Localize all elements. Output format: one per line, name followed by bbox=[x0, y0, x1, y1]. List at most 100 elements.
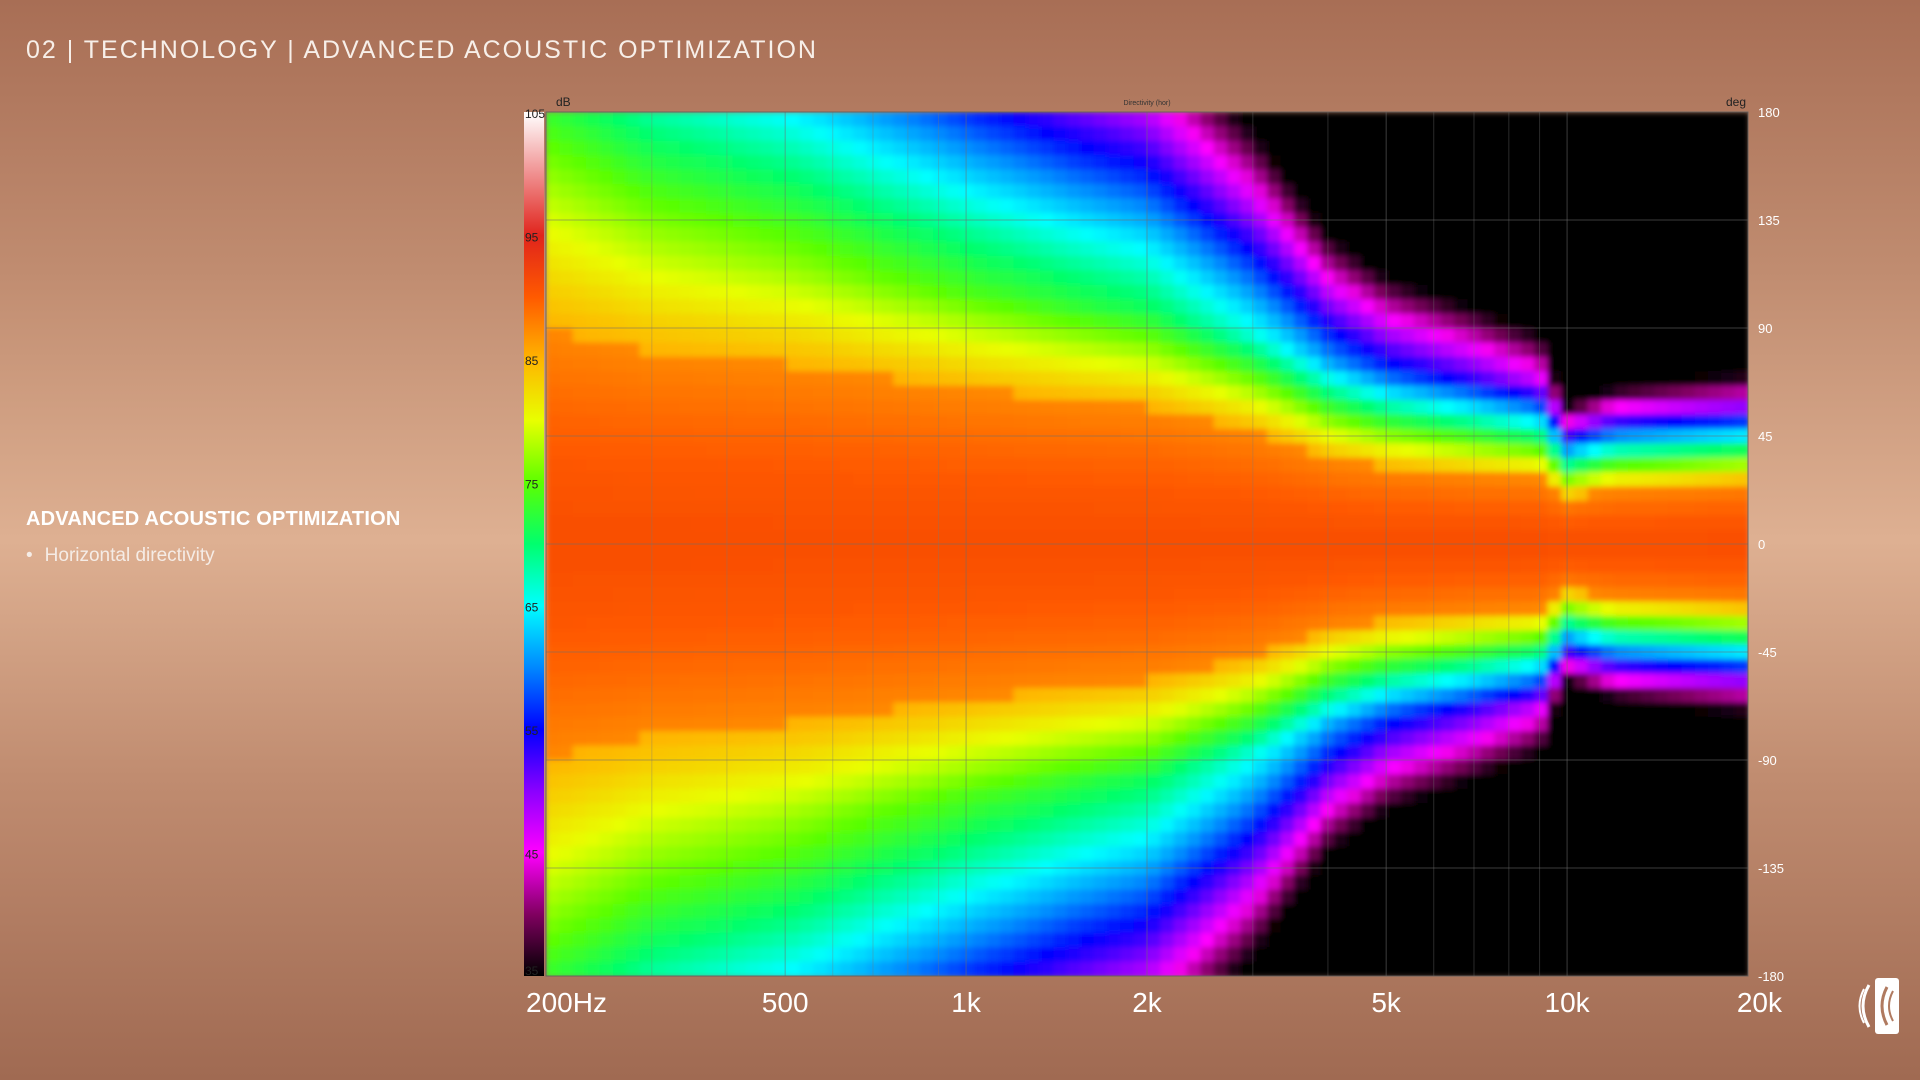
heatmap-cell bbox=[1387, 486, 1403, 503]
heatmap-cell bbox=[1053, 443, 1069, 460]
heatmap-cell bbox=[1147, 486, 1162, 503]
heatmap-cell bbox=[826, 256, 842, 272]
heatmap-cell bbox=[1427, 184, 1443, 200]
heatmap-cell bbox=[572, 630, 588, 647]
heatmap-cell bbox=[666, 904, 682, 920]
heatmap-cell bbox=[679, 472, 695, 488]
heatmap-cell bbox=[1587, 846, 1603, 863]
heatmap-cell bbox=[586, 284, 601, 301]
heatmap-cell bbox=[906, 313, 922, 330]
heatmap-cell bbox=[586, 140, 601, 157]
heatmap-cell bbox=[626, 846, 641, 863]
heatmap-cell bbox=[1200, 140, 1216, 157]
heatmap-cell bbox=[599, 227, 615, 244]
heatmap-cell bbox=[1093, 126, 1109, 143]
heatmap-cell bbox=[1507, 270, 1523, 287]
heatmap-cell bbox=[973, 745, 989, 762]
heatmap-cell bbox=[1454, 745, 1470, 762]
heatmap-cell bbox=[706, 702, 722, 719]
heatmap-cell bbox=[919, 731, 935, 748]
heatmap-cell bbox=[799, 328, 815, 344]
heatmap-cell bbox=[839, 803, 855, 820]
heatmap-cell bbox=[1641, 817, 1657, 834]
heatmap-cell bbox=[1614, 155, 1630, 172]
heatmap-cell bbox=[1147, 529, 1162, 546]
heatmap-cell bbox=[1347, 875, 1363, 892]
heatmap-cell bbox=[853, 832, 869, 848]
heatmap-cell bbox=[1427, 155, 1443, 172]
heatmap-cell bbox=[1520, 702, 1536, 719]
heatmap-cell bbox=[1374, 299, 1389, 316]
heatmap-cell bbox=[933, 472, 949, 488]
heatmap-cell bbox=[1601, 904, 1616, 920]
heatmap-cell bbox=[1360, 443, 1376, 460]
heatmap-cell bbox=[732, 212, 748, 229]
heatmap-cell bbox=[906, 688, 922, 704]
heatmap-cell bbox=[1320, 529, 1336, 546]
heatmap-cell bbox=[652, 846, 668, 863]
heatmap-cell bbox=[1520, 774, 1536, 791]
heatmap-cell bbox=[1387, 587, 1403, 604]
heatmap-cell bbox=[612, 716, 628, 733]
heatmap-cell bbox=[1040, 558, 1056, 575]
heatmap-cell bbox=[1360, 702, 1376, 719]
heatmap-cell bbox=[746, 788, 762, 805]
heatmap-cell bbox=[1400, 428, 1416, 445]
heatmap-cell bbox=[1320, 270, 1336, 287]
heatmap-cell bbox=[1080, 817, 1096, 834]
heatmap-cell bbox=[1147, 256, 1162, 272]
heatmap-cell bbox=[1547, 817, 1563, 834]
heatmap-cell bbox=[666, 529, 682, 546]
heatmap-cell bbox=[866, 558, 882, 575]
heatmap-cell bbox=[1601, 184, 1616, 200]
heatmap-cell bbox=[1173, 270, 1189, 287]
heatmap-cell bbox=[1494, 212, 1510, 229]
heatmap-cell bbox=[1400, 112, 1416, 128]
heatmap-cell bbox=[1106, 587, 1122, 604]
heatmap-cell bbox=[1066, 184, 1082, 200]
heatmap-cell bbox=[1480, 457, 1496, 474]
heatmap-cell bbox=[1467, 169, 1483, 186]
heatmap-cell bbox=[1601, 342, 1616, 359]
heatmap-cell bbox=[1440, 947, 1456, 964]
heatmap-cell bbox=[1040, 702, 1056, 719]
heatmap-cell bbox=[706, 932, 722, 949]
heatmap-cell bbox=[1213, 198, 1229, 215]
heatmap-cell bbox=[1374, 356, 1389, 373]
heatmap-cell bbox=[1026, 227, 1042, 244]
heatmap-cell bbox=[946, 601, 962, 618]
heatmap-cell bbox=[586, 889, 601, 906]
heatmap-cell bbox=[879, 356, 895, 373]
heatmap-cell bbox=[1614, 313, 1630, 330]
heatmap-cell bbox=[706, 688, 722, 704]
heatmap-cell bbox=[1280, 803, 1296, 820]
heatmap-cell bbox=[1333, 630, 1349, 647]
heatmap-cell bbox=[1627, 169, 1643, 186]
heatmap-cell bbox=[586, 918, 601, 935]
heatmap-cell bbox=[1561, 500, 1576, 517]
heatmap-cell bbox=[1000, 241, 1015, 258]
heatmap-cell bbox=[1333, 198, 1349, 215]
heatmap-cell bbox=[639, 400, 655, 416]
heatmap-cell bbox=[1013, 112, 1029, 128]
heatmap-cell bbox=[1454, 558, 1470, 575]
heatmap-cell bbox=[1360, 673, 1376, 690]
heatmap-cell bbox=[559, 932, 575, 949]
heatmap-cell bbox=[1480, 947, 1496, 964]
heatmap-cell bbox=[1053, 212, 1069, 229]
heatmap-cell bbox=[1147, 472, 1162, 488]
heatmap-cell bbox=[546, 385, 561, 402]
heatmap-cell bbox=[1280, 486, 1296, 503]
heatmap-cell bbox=[1414, 644, 1429, 661]
heatmap-cell bbox=[1293, 313, 1309, 330]
heatmap-cell bbox=[1000, 371, 1015, 388]
heatmap-cell bbox=[1561, 212, 1576, 229]
heatmap-cell bbox=[1601, 630, 1616, 647]
heatmap-cell bbox=[1227, 601, 1242, 618]
heatmap-cell bbox=[1467, 356, 1483, 373]
heatmap-cell bbox=[1160, 558, 1176, 575]
heatmap-cell bbox=[692, 270, 708, 287]
heatmap-cell bbox=[1293, 342, 1309, 359]
heatmap-cell bbox=[1360, 414, 1376, 431]
heatmap-cell bbox=[626, 284, 641, 301]
